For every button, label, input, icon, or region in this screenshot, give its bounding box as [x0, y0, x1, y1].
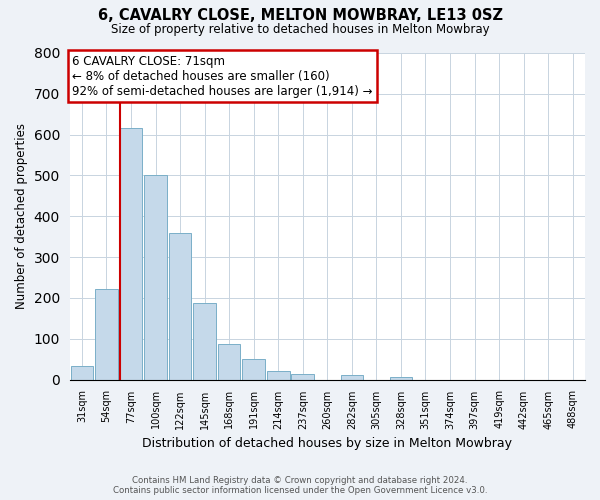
Bar	[193, 303, 216, 380]
Bar	[71, 366, 93, 380]
Bar	[389, 376, 412, 380]
Bar	[218, 344, 241, 380]
Bar	[242, 359, 265, 380]
Text: 6 CAVALRY CLOSE: 71sqm
← 8% of detached houses are smaller (160)
92% of semi-det: 6 CAVALRY CLOSE: 71sqm ← 8% of detached …	[72, 54, 373, 98]
Bar	[120, 128, 142, 380]
Bar	[267, 370, 290, 380]
Bar	[144, 176, 167, 380]
Text: Contains HM Land Registry data © Crown copyright and database right 2024.
Contai: Contains HM Land Registry data © Crown c…	[113, 476, 487, 495]
Bar	[169, 232, 191, 380]
Bar	[341, 376, 363, 380]
Bar	[95, 289, 118, 380]
Text: 6, CAVALRY CLOSE, MELTON MOWBRAY, LE13 0SZ: 6, CAVALRY CLOSE, MELTON MOWBRAY, LE13 0…	[97, 8, 503, 22]
X-axis label: Distribution of detached houses by size in Melton Mowbray: Distribution of detached houses by size …	[142, 437, 512, 450]
Text: Size of property relative to detached houses in Melton Mowbray: Size of property relative to detached ho…	[110, 22, 490, 36]
Bar	[292, 374, 314, 380]
Y-axis label: Number of detached properties: Number of detached properties	[15, 124, 28, 310]
